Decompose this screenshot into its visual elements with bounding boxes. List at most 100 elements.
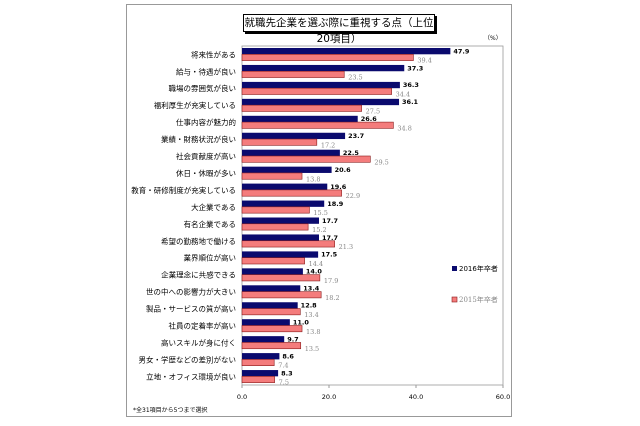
bar-2016 <box>242 336 285 343</box>
category-label: 休日・休暇が多い <box>176 168 236 178</box>
chart-frame <box>126 4 512 417</box>
bar-2016 <box>242 115 358 123</box>
data-label: 14.4 <box>309 260 323 268</box>
data-label: 23.5 <box>348 74 362 82</box>
bar-2015 <box>241 257 305 265</box>
bar-2015 <box>241 155 371 163</box>
bar-2015 <box>241 53 414 61</box>
data-label: 14.0 <box>306 268 323 276</box>
data-label: 47.9 <box>453 47 470 55</box>
bar-2015 <box>241 376 275 383</box>
bar-2016 <box>242 183 328 190</box>
category-label: 業界順位が高い <box>184 253 237 263</box>
bar-2016 <box>242 370 279 377</box>
bar-2016 <box>242 98 400 106</box>
data-label: 18.9 <box>327 200 344 208</box>
data-label: 9.7 <box>287 335 299 343</box>
data-label: 7.5 <box>279 379 289 387</box>
data-label: 22.5 <box>343 149 360 157</box>
data-label: 36.1 <box>402 98 419 106</box>
bar-2015 <box>241 342 302 350</box>
chart-title: 就職先企業を選ぶ際に重視する点（上位20項目） <box>243 14 435 45</box>
category-label: 企業理念に共感できる <box>161 270 236 280</box>
data-label: 13.5 <box>305 345 319 353</box>
data-label: 26.6 <box>361 115 378 123</box>
bar-2016 <box>242 217 319 224</box>
bar-2016 <box>242 64 405 72</box>
data-label: 13.4 <box>303 285 320 293</box>
data-label: 29.5 <box>374 158 388 166</box>
data-label: 37.3 <box>407 64 423 72</box>
data-label: 17.9 <box>324 277 338 285</box>
legend-swatch <box>451 296 458 303</box>
bar-2016 <box>242 48 451 55</box>
x-tick-label: 60.0 <box>496 393 510 401</box>
bar-2015 <box>241 308 301 316</box>
data-label: 34.4 <box>396 91 410 99</box>
bar-2016 <box>242 234 319 241</box>
bar-2016 <box>242 149 340 156</box>
bar-2016 <box>242 132 346 140</box>
bar-2015 <box>241 87 392 95</box>
category-label: 製品・サービスの質が高い <box>146 304 236 314</box>
category-label: 大企業である <box>191 202 236 212</box>
bar-2016 <box>242 319 290 326</box>
bar-2015 <box>241 172 303 180</box>
bar-2016 <box>242 81 400 89</box>
plot-area <box>241 45 504 386</box>
data-label: 39.4 <box>417 57 431 65</box>
data-label: 34.8 <box>397 124 411 132</box>
bar-2016 <box>242 353 280 360</box>
bar-2015 <box>241 291 322 299</box>
data-label: 17.7 <box>322 234 338 242</box>
footnote: *全31項目から5つまで選択 <box>133 407 208 414</box>
data-label: 8.3 <box>281 369 293 377</box>
legend-swatch <box>452 266 457 271</box>
data-label: 7.4 <box>278 362 288 370</box>
category-label: 社員の定着率が高い <box>169 321 237 331</box>
bar-2015 <box>241 359 275 366</box>
legend-label: 2016年卒者 <box>459 264 498 273</box>
x-tick-label: 40.0 <box>409 393 423 401</box>
category-label: 仕事内容が魅力的 <box>176 117 236 127</box>
bar-2016 <box>242 268 303 275</box>
data-label: 36.3 <box>403 81 419 89</box>
data-label: 17.2 <box>321 141 335 149</box>
bar-2015 <box>241 223 309 231</box>
category-label: 希望の勤務地で働ける <box>161 236 236 246</box>
data-label: 17.5 <box>321 251 338 259</box>
category-label: 将来性がある <box>191 49 236 59</box>
bar-2015 <box>241 138 318 146</box>
data-label: 12.8 <box>301 302 318 310</box>
bar-2015 <box>241 189 342 197</box>
category-label: 有名企業である <box>184 219 236 229</box>
bar-2015 <box>241 325 303 333</box>
category-label: 世の中への影響力が大きい <box>146 287 236 297</box>
bar-2016 <box>242 302 298 309</box>
bar-2016 <box>242 251 319 258</box>
legend-label: 2015年卒者 <box>459 295 498 304</box>
category-label: 職場の雰囲気が良い <box>169 83 237 93</box>
data-label: 13.8 <box>306 175 320 183</box>
category-label: 高いスキルが身に付く <box>161 337 236 347</box>
x-tick-label: 0.0 <box>237 393 247 401</box>
category-label: 給与・待遇が良い <box>176 66 236 76</box>
data-label: 27.5 <box>366 107 380 115</box>
data-label: 20.6 <box>335 166 352 174</box>
bar-2016 <box>242 285 301 292</box>
bar-2015 <box>241 206 310 214</box>
data-label: 21.3 <box>339 243 353 251</box>
bar-2015 <box>241 104 362 112</box>
data-label: 18.2 <box>325 294 339 302</box>
category-label: 社会貢献度が高い <box>176 151 236 161</box>
unit-label: （%） <box>484 35 502 42</box>
bar-2016 <box>242 200 325 207</box>
bar-2016 <box>242 166 332 173</box>
bar-2015 <box>241 121 394 129</box>
data-label: 15.5 <box>313 209 327 217</box>
data-label: 15.2 <box>312 226 326 234</box>
category-label: 業績・財務状況が良い <box>161 134 236 144</box>
bar-2015 <box>241 70 345 78</box>
data-label: 17.7 <box>322 217 338 225</box>
